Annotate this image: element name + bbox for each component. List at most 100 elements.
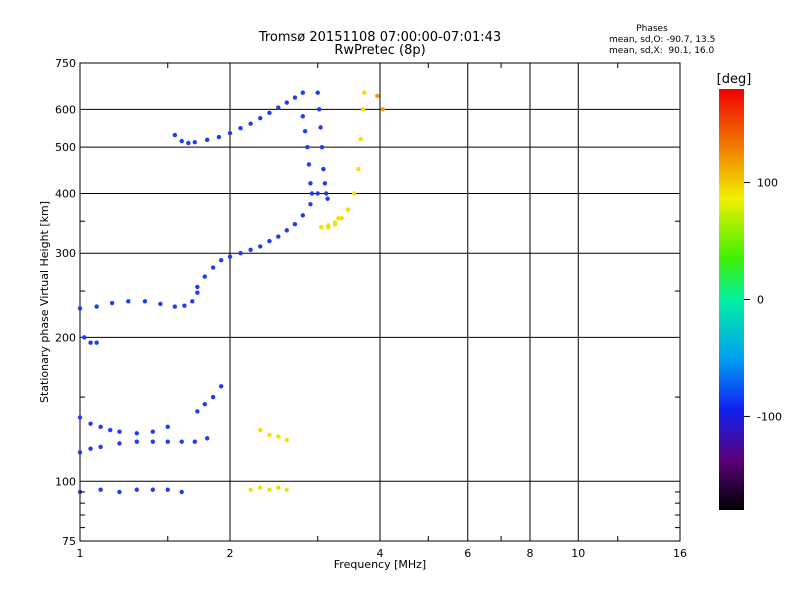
data-point-s10 xyxy=(179,489,184,495)
data-point-s8 xyxy=(117,429,122,434)
y-tick-label: 300 xyxy=(55,247,76,260)
data-point-s7 xyxy=(150,439,156,444)
data-point-s0 xyxy=(77,306,83,311)
colorbar xyxy=(719,89,744,510)
grid xyxy=(80,63,680,541)
data-point-s2 xyxy=(216,134,222,140)
data-point-s11 xyxy=(88,340,93,345)
data-point-s5 xyxy=(362,90,367,95)
data-point-s9 xyxy=(202,401,207,407)
x-tick-label: 1 xyxy=(77,547,84,560)
x-tick-label: 2 xyxy=(227,547,234,560)
data-point-s14 xyxy=(380,107,385,112)
data-point-s1 xyxy=(292,222,298,227)
x-tick-label: 4 xyxy=(377,547,384,560)
data-point-s7 xyxy=(204,436,210,441)
colorbar-tick-label: 100 xyxy=(757,177,778,190)
data-point-s6 xyxy=(336,216,341,221)
data-point-s2 xyxy=(172,132,178,138)
data-point-s12 xyxy=(284,487,289,492)
data-point-s3 xyxy=(319,144,325,150)
data-point-s1 xyxy=(238,251,243,256)
data-point-s1 xyxy=(227,254,233,259)
y-tick-label: 100 xyxy=(55,475,76,488)
data-point-s9 xyxy=(195,409,200,414)
data-point-s2 xyxy=(258,115,263,121)
data-point-s8 xyxy=(134,431,139,436)
y-tick-label: 750 xyxy=(55,57,76,70)
data-point-s2 xyxy=(192,140,198,145)
data-point-s4 xyxy=(302,128,308,134)
data-point-s2 xyxy=(267,110,272,116)
data-point-s2 xyxy=(300,90,306,95)
data-point-s3 xyxy=(318,125,323,130)
y-tick-label: 75 xyxy=(62,535,76,548)
y-axis: 75 100 200 300 400 500 600 750 xyxy=(55,57,680,548)
chart-subtitle: RwPretec (8p) xyxy=(334,43,425,58)
x-tick-label: 6 xyxy=(464,547,471,560)
data-point-s12 xyxy=(258,485,263,490)
colorbar-tick-label: -100 xyxy=(757,410,782,423)
x-tick-label: 16 xyxy=(673,547,687,560)
data-point-s3 xyxy=(322,181,328,186)
stats-o-line: mean, sd,O: -90.7, 13.5 xyxy=(609,35,715,45)
data-point-s7 xyxy=(98,444,103,450)
data-point-s3 xyxy=(321,166,326,172)
data-point-s12 xyxy=(267,487,272,492)
data-point-s12 xyxy=(248,487,253,492)
data-point-s4 xyxy=(306,162,312,167)
data-point-s3 xyxy=(325,196,330,201)
data-point-s2 xyxy=(227,130,233,136)
data-point-s13 xyxy=(267,432,272,438)
data-point-s0 xyxy=(190,299,195,304)
data-point-s8 xyxy=(88,421,93,426)
data-point-s3 xyxy=(315,90,320,95)
data-point-s8 xyxy=(108,427,113,433)
data-point-s11 xyxy=(94,340,99,345)
data-point-s8 xyxy=(98,424,103,430)
y-tick-label: 500 xyxy=(55,141,76,154)
data-point-s8 xyxy=(77,415,83,420)
data-point-s3 xyxy=(316,107,322,112)
data-point-s1 xyxy=(284,228,289,233)
data-point-s6 xyxy=(326,223,331,228)
colorbar-label: [deg] xyxy=(717,72,752,87)
data-point-s7 xyxy=(77,450,83,455)
data-point-s7 xyxy=(165,439,170,444)
data-point-s10 xyxy=(150,487,156,492)
data-point-s8 xyxy=(165,424,170,430)
chart-title: Tromsø 20151108 07:00:00-07:01:43 xyxy=(258,30,501,45)
data-point-s2 xyxy=(186,140,191,146)
data-point-s1 xyxy=(276,234,281,239)
data-point-s5 xyxy=(360,107,366,112)
data-point-s6 xyxy=(319,225,324,230)
data-point-s1 xyxy=(195,284,200,290)
data-point-s0 xyxy=(182,303,187,308)
y-axis-label: Stationary phase Virtual Height [km] xyxy=(38,201,51,403)
data-point-s4 xyxy=(308,181,313,186)
data-point-s1 xyxy=(248,247,253,252)
x-axis-label: Frequency [MHz] xyxy=(334,558,426,571)
data-point-s13 xyxy=(284,437,289,443)
data-point-s10 xyxy=(165,487,170,492)
x-tick-label: 10 xyxy=(571,547,585,560)
data-point-s7 xyxy=(117,441,122,446)
stats-x-line: mean, sd,X: 90.1, 16.0 xyxy=(609,46,715,56)
data-point-s1 xyxy=(267,238,272,244)
data-point-s13 xyxy=(276,434,281,439)
colorbar-tick-label: 0 xyxy=(757,294,764,307)
data-point-s7 xyxy=(179,439,184,444)
data-point-s4 xyxy=(300,114,306,119)
y-tick-label: 200 xyxy=(55,331,76,344)
x-tick-label: 8 xyxy=(527,547,534,560)
colorbar-ticks: -100 0 100 xyxy=(744,177,782,423)
data-point-s7 xyxy=(192,439,198,444)
data-point-s4 xyxy=(309,191,315,196)
data-point-s1 xyxy=(315,191,320,196)
data-point-s0 xyxy=(172,304,178,309)
data-point-s4 xyxy=(305,144,310,150)
data-point-s1 xyxy=(218,258,224,263)
data-point-s1 xyxy=(210,265,216,270)
data-point-s13 xyxy=(258,427,263,433)
data-point-s0 xyxy=(195,290,200,295)
